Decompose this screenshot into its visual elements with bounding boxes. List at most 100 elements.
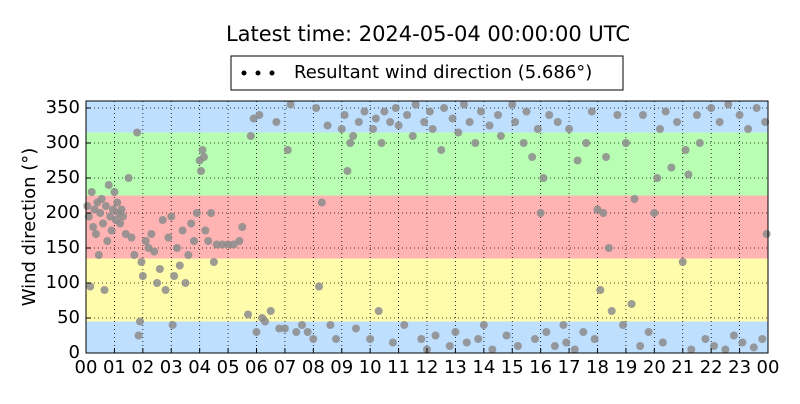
data-point	[715, 118, 724, 126]
data-point	[101, 202, 110, 210]
data-point	[283, 146, 292, 154]
data-point	[207, 209, 216, 217]
data-point	[158, 216, 167, 224]
data-point	[178, 226, 187, 235]
data-point	[636, 342, 645, 350]
data-point	[147, 230, 156, 238]
data-point	[104, 181, 113, 189]
data-point	[667, 163, 676, 172]
data-point	[255, 111, 264, 119]
data-point	[343, 167, 352, 175]
x-tick-label: 12	[416, 357, 439, 378]
data-point	[721, 345, 730, 354]
data-point	[181, 279, 190, 287]
data-point	[99, 219, 108, 228]
data-point	[454, 128, 463, 137]
data-point	[130, 251, 139, 259]
data-point	[212, 240, 221, 249]
data-point	[272, 118, 281, 126]
data-point	[570, 345, 579, 354]
data-point	[261, 317, 270, 326]
data-point	[394, 121, 403, 130]
x-tick-label: 03	[160, 357, 183, 378]
data-point	[340, 111, 349, 119]
data-point	[530, 335, 539, 343]
x-tick-label: 20	[643, 357, 666, 378]
data-point	[354, 118, 363, 126]
data-point	[604, 244, 613, 252]
x-tick-label: 18	[586, 357, 609, 378]
legend-marker	[255, 70, 261, 76]
data-point	[692, 111, 701, 119]
data-point	[103, 237, 112, 245]
data-point	[360, 107, 369, 116]
data-point	[315, 282, 324, 291]
data-point	[243, 310, 252, 319]
data-point	[84, 212, 93, 221]
data-point	[175, 261, 184, 270]
data-point	[761, 118, 770, 126]
data-point	[658, 338, 667, 347]
data-point	[349, 132, 358, 140]
data-point	[502, 331, 511, 340]
data-point	[621, 139, 630, 147]
data-point	[494, 111, 503, 119]
x-tick-label: 06	[245, 357, 268, 378]
data-point	[724, 100, 733, 109]
data-point	[533, 125, 542, 133]
data-point	[471, 139, 480, 147]
data-point	[528, 153, 537, 161]
data-point	[184, 251, 193, 259]
legend-box	[230, 55, 624, 91]
data-point	[332, 335, 341, 343]
data-point	[292, 328, 301, 336]
data-point	[627, 300, 636, 308]
data-point	[252, 328, 261, 336]
data-point	[522, 107, 531, 116]
data-point	[408, 132, 417, 140]
data-point	[391, 104, 400, 112]
x-tick-label: 08	[302, 357, 325, 378]
data-point	[323, 121, 332, 130]
x-tick-label: 11	[387, 357, 410, 378]
data-point	[425, 107, 434, 116]
data-point	[86, 282, 95, 291]
data-point	[377, 139, 386, 147]
data-point	[403, 111, 412, 119]
data-point	[653, 174, 662, 182]
data-point	[189, 237, 198, 245]
data-point	[168, 321, 177, 329]
data-point	[369, 125, 378, 133]
data-point	[729, 331, 738, 340]
data-point	[386, 118, 395, 126]
data-point	[488, 345, 497, 354]
data-point	[116, 219, 125, 228]
data-point	[275, 324, 284, 333]
data-point	[562, 338, 571, 347]
data-point	[448, 114, 457, 123]
data-point	[124, 174, 133, 182]
data-point	[155, 265, 164, 273]
data-point	[224, 240, 233, 249]
data-point	[400, 321, 409, 329]
data-point	[695, 139, 704, 147]
x-tick-label: 19	[614, 357, 637, 378]
data-point	[437, 146, 446, 154]
data-point	[266, 307, 275, 315]
data-point	[137, 258, 146, 266]
data-point	[218, 240, 227, 249]
x-tick-label: 04	[188, 357, 211, 378]
data-point	[579, 328, 588, 336]
data-point	[508, 100, 517, 109]
data-point	[164, 233, 173, 242]
data-point	[197, 167, 206, 175]
data-point	[650, 209, 659, 217]
data-point	[519, 139, 528, 147]
data-point	[599, 209, 608, 217]
y-tick-label: 350	[46, 97, 80, 118]
data-point	[681, 146, 690, 154]
data-point	[312, 104, 321, 112]
y-tick-label: 50	[57, 307, 80, 328]
data-point	[749, 343, 758, 352]
